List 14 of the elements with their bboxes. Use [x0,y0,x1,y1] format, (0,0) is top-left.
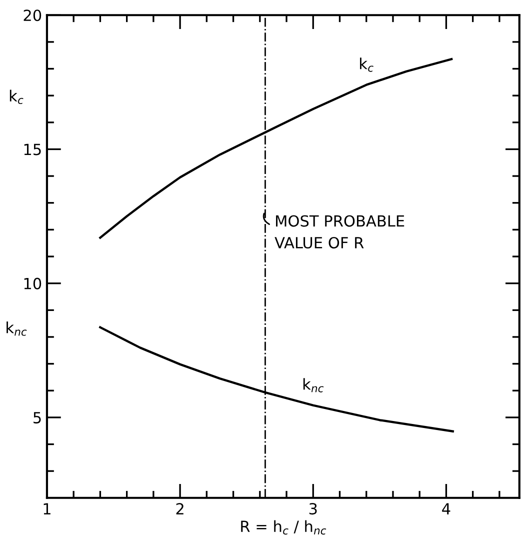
y-tick-label: 5 [34,412,41,424]
x-tick-label: 2 [176,503,184,514]
x-tick-label: 3 [309,503,317,515]
x-axis-title: R = h$_{c}$ / h$_{nc}$ [241,520,326,535]
text: k$_{c}$ [10,90,24,104]
series-label: k$_{c}$ [360,58,374,72]
x-tick-label: 1 [44,503,50,514]
annotation: MOST PROBABLE VALUE OF R [274,215,404,249]
series-label: k$_{nc}$ [303,378,324,392]
y-tick-label: 20 [24,10,42,22]
x-tick-label: 4 [442,503,450,514]
y-tick-label: 10 [24,278,42,290]
text: k$_{nc}$ [6,322,27,336]
y-tick-label: 15 [24,144,41,156]
